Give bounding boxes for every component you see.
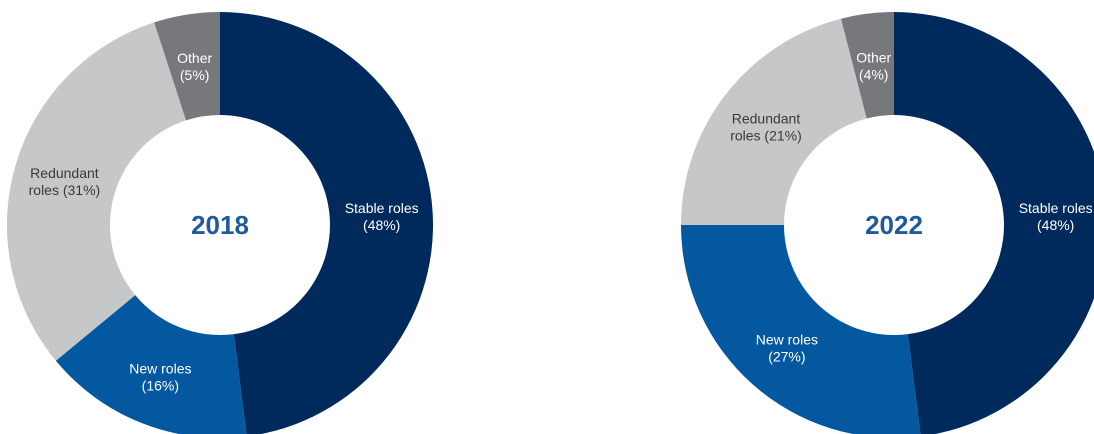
donut-slice-stable — [894, 12, 1094, 434]
slice-label-new: New roles (16%) — [129, 361, 191, 394]
slice-label-line2: (16%) — [142, 378, 179, 394]
slice-label-line2: (5%) — [180, 67, 210, 83]
slice-label-stable: Stable roles (48%) — [1019, 200, 1093, 233]
slice-label-line1: Redundant — [30, 165, 99, 181]
slice-label-line2: (48%) — [1037, 217, 1074, 233]
slice-label-line2: roles (31%) — [29, 182, 101, 198]
slice-label-other: Other (5%) — [177, 50, 212, 83]
slice-label-line1: Stable roles — [345, 200, 419, 216]
donut-slice-redundant — [681, 18, 867, 225]
donut-slice-other — [154, 11, 220, 121]
slice-label-other: Other (4%) — [856, 49, 891, 82]
donut-slice-new — [681, 225, 921, 434]
slice-label-line2: (48%) — [363, 217, 400, 233]
slice-label-line2: roles (21%) — [730, 128, 802, 144]
donut-center-year: 2022 — [865, 210, 923, 240]
donut-slice-other — [841, 12, 894, 119]
slice-label-line1: Other — [856, 49, 891, 65]
slice-label-redundant: Redundant roles (31%) — [29, 165, 101, 198]
donut-slice-stable — [220, 12, 433, 434]
donut-chart-2022: Stable roles (48%) New roles (27%) Redundant… — [681, 12, 1094, 434]
donut-chart-2018: Stable roles (48%) New roles (16%) Redundant… — [6, 11, 433, 434]
slice-label-new: New roles (27%) — [756, 332, 818, 365]
slice-label-line1: New roles — [756, 332, 818, 348]
donut-slice-new — [55, 295, 247, 434]
slice-label-redundant: Redundant roles (21%) — [730, 111, 802, 144]
slice-label-line2: (4%) — [859, 66, 889, 82]
slice-label-line1: Other — [177, 50, 212, 66]
donut-center-year: 2018 — [191, 210, 249, 240]
slice-label-line1: Redundant — [732, 111, 801, 127]
slice-label-line2: (27%) — [768, 349, 805, 365]
donut-slice-redundant — [6, 22, 187, 361]
slice-label-stable: Stable roles (48%) — [345, 200, 419, 233]
slice-label-line1: Stable roles — [1019, 200, 1093, 216]
slice-label-line1: New roles — [129, 361, 191, 377]
